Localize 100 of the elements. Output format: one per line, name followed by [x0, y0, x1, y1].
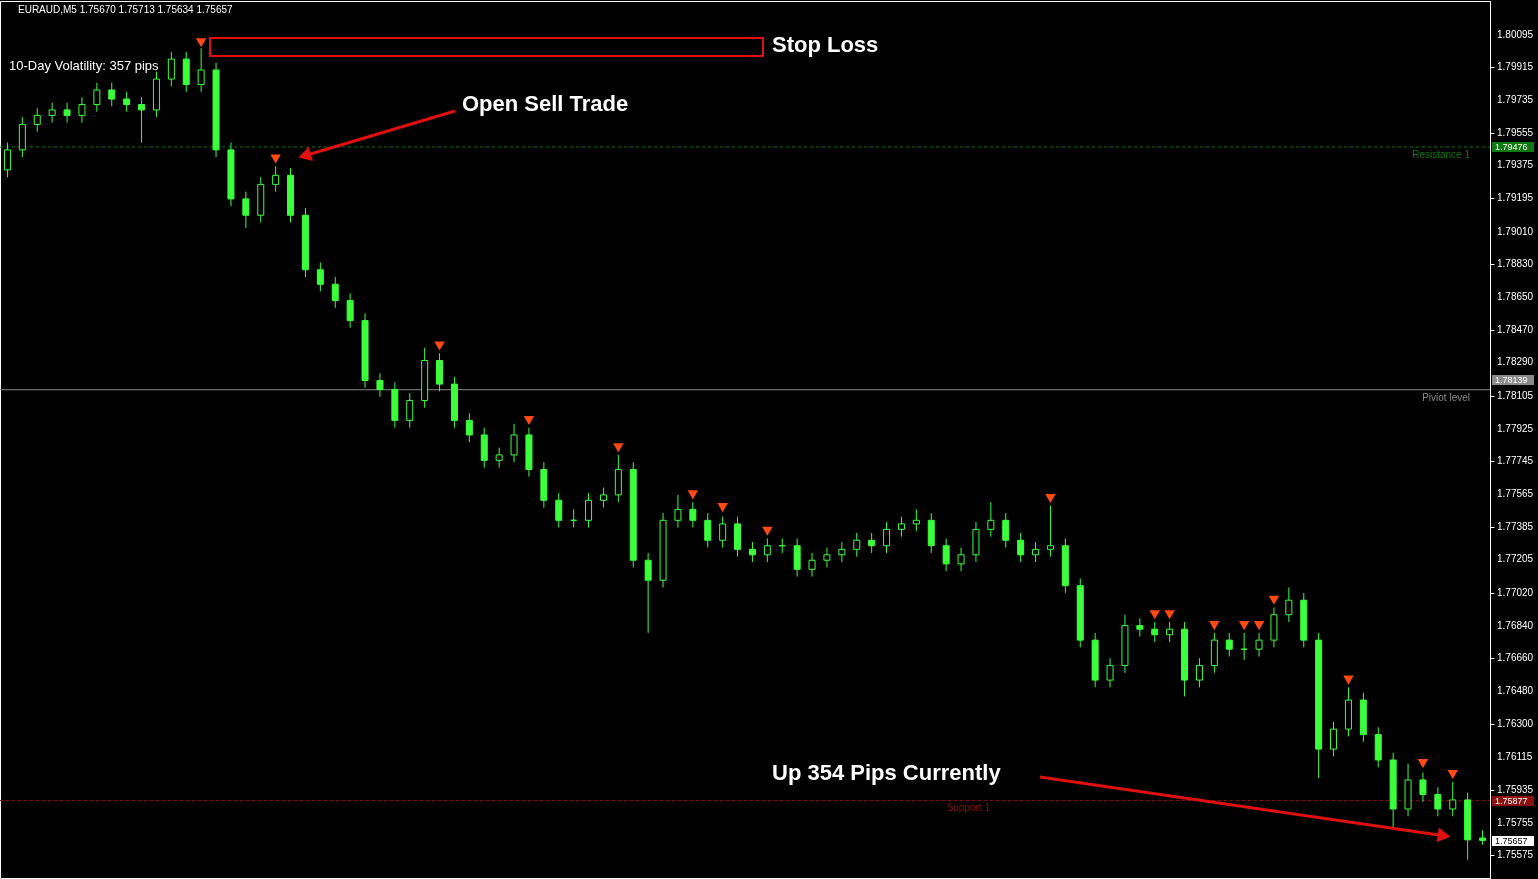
candlestick: [167, 51, 175, 87]
candlestick: [897, 516, 905, 538]
point: [270, 154, 281, 164]
y-tick-label: 1.79010: [1497, 225, 1534, 237]
point: [434, 341, 445, 351]
candlestick: [1136, 617, 1144, 638]
candlestick: [436, 352, 444, 392]
candlestick: [93, 82, 101, 113]
candlestick: [838, 541, 846, 563]
candlestick: [510, 423, 518, 463]
candlestick: [272, 165, 280, 193]
candlestick: [123, 91, 131, 113]
candlestick: [465, 412, 473, 443]
text: 1.75877: [1495, 796, 1528, 806]
candlestick: [1151, 621, 1159, 643]
point: [1045, 493, 1056, 504]
candlestick: [376, 372, 384, 398]
candlestick: [853, 532, 861, 558]
y-tick-label: 1.77745: [1497, 455, 1534, 467]
chart-title: EURAUD,M5 1.75670 1.75713 1.75634 1.75657: [18, 4, 234, 15]
candlestick: [689, 501, 697, 529]
y-tick-label: 1.79555: [1497, 126, 1534, 138]
candlestick: [883, 521, 891, 554]
candlestick: [316, 261, 324, 293]
candlestick: [78, 96, 86, 124]
candlestick: [1255, 632, 1263, 657]
text: 1.78139: [1495, 375, 1528, 385]
y-tick-label: 1.75575: [1497, 849, 1534, 861]
point: [762, 526, 773, 536]
annotation: 10-Day Volatility: 357 pips: [9, 58, 160, 73]
candlestick: [793, 537, 801, 578]
y-tick-label: 1.76115: [1497, 751, 1533, 763]
candlestick: [555, 492, 563, 529]
candlestick: [242, 191, 250, 229]
candlestick: [331, 276, 339, 309]
y-tick-label: 1.78470: [1497, 323, 1534, 335]
y-tick-label: 1.75755: [1497, 816, 1534, 828]
candlestick: [1166, 621, 1174, 643]
candlestick: [644, 552, 652, 634]
candlestick: [1046, 505, 1054, 558]
y-tick-label: 1.79735: [1497, 93, 1534, 105]
candlestick: [674, 494, 682, 529]
candlestick: [1225, 632, 1233, 657]
candlestick: [763, 537, 771, 563]
y-tick-label: 1.76660: [1497, 652, 1534, 664]
point: [717, 503, 728, 513]
y-tick-label: 1.76480: [1497, 684, 1534, 696]
point: [1238, 621, 1250, 631]
text: 1.79476: [1495, 142, 1528, 152]
y-tick-label: 1.78830: [1497, 258, 1534, 270]
candlestick: [719, 516, 727, 549]
candlestick: [1285, 586, 1293, 623]
candlestick: [1106, 657, 1114, 688]
y-tick-label: 1.78650: [1497, 290, 1534, 302]
candlestick: [912, 508, 920, 532]
point: [1149, 610, 1160, 620]
candlestick: [1330, 721, 1338, 757]
candlestick: [108, 82, 116, 107]
candlestick: [585, 492, 593, 529]
annotation: Stop Loss: [772, 32, 879, 57]
candlestick: [1434, 786, 1442, 817]
candlestick: [1195, 657, 1203, 688]
candlestick: [957, 547, 965, 572]
ref-line-label: Piviot level: [1422, 391, 1470, 403]
y-tick-label: 1.77925: [1497, 422, 1534, 434]
y-tick-label: 1.77385: [1497, 520, 1534, 532]
candlestick: [823, 547, 831, 569]
y-tick-label: 1.79915: [1497, 61, 1534, 73]
y-tick-label: 1.78290: [1497, 356, 1534, 368]
point: [1164, 610, 1175, 620]
candlestick: [1419, 772, 1427, 803]
candlestick: [808, 552, 816, 578]
candlestick: [3, 142, 11, 178]
candlestick: [1017, 532, 1025, 563]
point: [1268, 595, 1280, 605]
candlestick: [748, 541, 756, 563]
point: [195, 38, 207, 48]
candlestick: [1002, 512, 1010, 549]
y-tick-label: 1.75935: [1497, 783, 1534, 795]
candlestick: [704, 512, 712, 549]
candlestick: [495, 447, 503, 469]
point: [613, 443, 624, 453]
y-tick-label: 1.80095: [1497, 28, 1534, 40]
candlestick: [197, 47, 205, 93]
candlestick: [33, 107, 41, 133]
point: [523, 415, 535, 425]
candlestick: [138, 96, 146, 144]
candlestick: [48, 102, 56, 124]
candlestick: [942, 537, 950, 572]
candlestick: [63, 102, 71, 124]
candlestick: [1032, 541, 1040, 563]
candlestick: [987, 501, 995, 538]
point: [1253, 621, 1265, 631]
y-tick-label: 1.76300: [1497, 717, 1534, 729]
point: [1447, 769, 1458, 780]
y-tick-label: 1.76840: [1497, 619, 1534, 631]
y-tick-label: 1.77205: [1497, 553, 1534, 565]
text: 1.75657: [1495, 836, 1528, 846]
ref-line-label: Support 1: [946, 802, 991, 814]
y-tick-label: 1.77565: [1497, 487, 1534, 499]
